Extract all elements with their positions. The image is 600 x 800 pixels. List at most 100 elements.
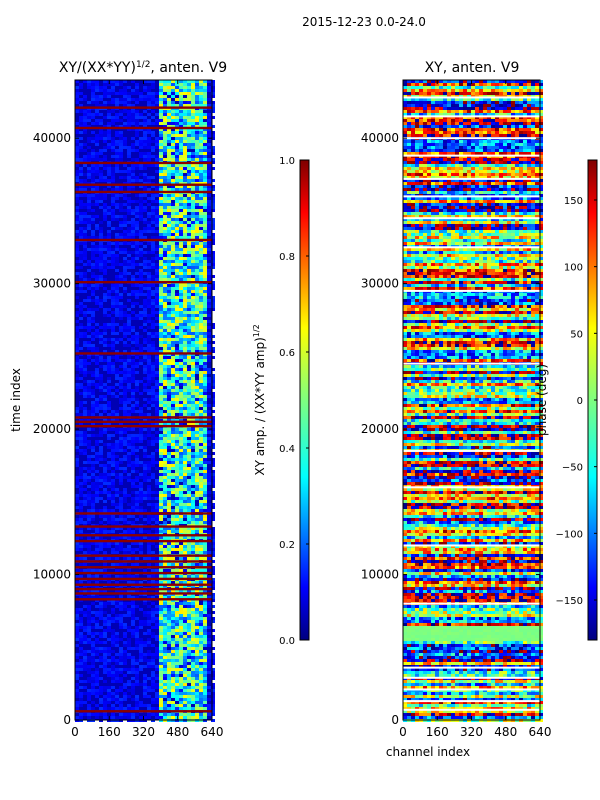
heatmap-cell xyxy=(203,272,207,275)
heatmap-cell xyxy=(191,623,195,626)
heatmap-cell xyxy=(155,620,159,623)
heatmap-cell xyxy=(179,434,183,437)
heatmap-cell xyxy=(163,92,167,95)
heatmap-cell xyxy=(135,440,139,443)
heatmap-cell xyxy=(195,197,199,200)
heatmap-cell xyxy=(135,98,139,101)
heatmap-cell xyxy=(191,278,195,281)
heatmap-cell xyxy=(139,473,143,476)
heatmap-cell xyxy=(191,116,195,119)
heatmap-cell xyxy=(207,269,211,272)
heatmap-cell xyxy=(139,233,143,236)
heatmap-cell xyxy=(119,503,123,506)
heatmap-cell xyxy=(175,98,179,101)
heatmap-cell xyxy=(167,569,171,572)
heatmap-cell xyxy=(111,287,115,290)
heatmap-cell xyxy=(147,197,151,200)
heatmap-cell xyxy=(179,590,183,593)
heatmap-cell xyxy=(199,581,203,584)
heatmap-cell xyxy=(79,332,83,335)
heatmap-cell xyxy=(175,395,179,398)
heatmap-cell xyxy=(123,536,127,539)
heatmap-cell xyxy=(167,233,171,236)
heatmap-cell xyxy=(175,116,179,119)
heatmap-cell xyxy=(195,422,199,425)
heatmap-cell xyxy=(211,377,215,380)
heatmap-cell xyxy=(183,338,187,341)
heatmap-cell xyxy=(91,230,95,233)
heatmap-cell xyxy=(127,128,131,131)
heatmap-cell xyxy=(203,638,207,641)
heatmap-cell xyxy=(119,401,123,404)
heatmap-cell xyxy=(111,176,115,179)
heatmap-cell xyxy=(99,227,103,230)
heatmap-cell xyxy=(87,287,91,290)
heatmap-cell xyxy=(211,335,215,338)
heatmap-cell xyxy=(75,218,79,221)
heatmap-cell xyxy=(187,131,191,134)
heatmap-cell xyxy=(123,92,127,95)
heatmap-cell xyxy=(195,362,199,365)
heatmap-cell xyxy=(183,284,187,287)
heatmap-cell xyxy=(91,575,95,578)
heatmap-cell xyxy=(187,308,191,311)
heatmap-cell xyxy=(87,317,91,320)
heatmap-cell xyxy=(163,248,167,251)
heatmap-cell xyxy=(207,89,211,92)
heatmap-cell xyxy=(175,503,179,506)
heatmap-cell xyxy=(135,455,139,458)
heatmap-cell xyxy=(107,602,111,605)
heatmap-cell xyxy=(159,440,163,443)
heatmap-cell xyxy=(79,419,83,422)
heatmap-cell xyxy=(143,557,147,560)
heatmap-cell xyxy=(119,473,123,476)
heatmap-cell xyxy=(123,95,127,98)
heatmap-cell xyxy=(163,413,167,416)
heatmap-cell xyxy=(115,143,119,146)
heatmap-cell xyxy=(87,614,91,617)
heatmap-cell xyxy=(79,494,83,497)
heatmap-cell xyxy=(135,293,139,296)
heatmap-cell xyxy=(167,158,171,161)
heatmap-cell xyxy=(171,122,175,125)
heatmap-cell xyxy=(159,389,163,392)
heatmap-cell xyxy=(119,152,123,155)
heatmap-cell xyxy=(195,203,199,206)
heatmap-cell xyxy=(159,506,163,509)
heatmap-cell xyxy=(87,503,91,506)
heatmap-cell xyxy=(127,338,131,341)
heatmap-cell xyxy=(87,410,91,413)
heatmap-cell xyxy=(127,428,131,431)
heatmap-cell xyxy=(207,338,211,341)
heatmap-cell xyxy=(143,338,147,341)
heatmap-cell xyxy=(211,605,215,608)
heatmap-cell xyxy=(163,467,167,470)
heatmap-cell xyxy=(159,371,163,374)
heatmap-cell xyxy=(75,437,79,440)
heatmap-cell xyxy=(143,155,147,158)
heatmap-cell xyxy=(179,176,183,179)
heatmap-cell xyxy=(199,311,203,314)
heatmap-cell xyxy=(167,635,171,638)
heatmap-cell xyxy=(95,368,99,371)
heatmap-cell xyxy=(211,566,215,569)
heatmap-cell xyxy=(155,206,159,209)
heatmap-cell xyxy=(195,638,199,641)
heatmap-cell xyxy=(127,530,131,533)
heatmap-cell xyxy=(139,290,143,293)
heatmap-cell xyxy=(199,122,203,125)
heatmap-cell xyxy=(83,203,87,206)
heatmap-cell xyxy=(175,509,179,512)
heatmap-cell xyxy=(167,284,171,287)
heatmap-cell xyxy=(151,458,155,461)
heatmap-cell xyxy=(211,443,215,446)
heatmap-cell xyxy=(175,638,179,641)
heatmap-cell xyxy=(175,149,179,152)
heatmap-cell xyxy=(211,209,215,212)
heatmap-cell xyxy=(103,428,107,431)
heatmap-cell xyxy=(139,164,143,167)
heatmap-cell xyxy=(95,623,99,626)
heatmap-cell xyxy=(135,221,139,224)
heatmap-cell xyxy=(199,308,203,311)
heatmap-cell xyxy=(159,518,163,521)
